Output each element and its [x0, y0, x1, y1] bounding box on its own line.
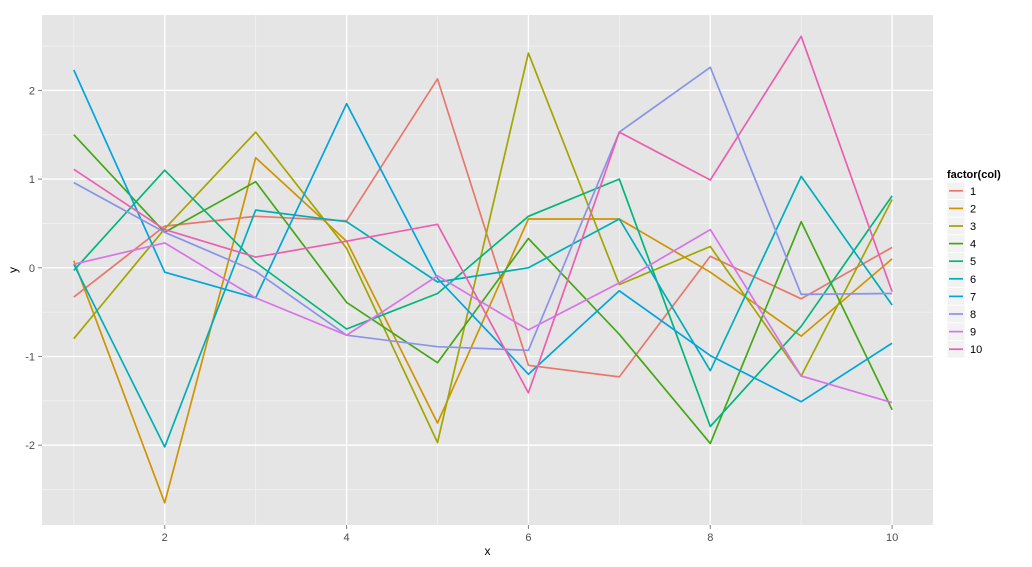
major-gridlines — [42, 15, 933, 525]
series-line-5 — [73, 169, 893, 428]
legend-label: 7 — [970, 291, 976, 303]
y-axis: -2 -1 0 1 2 — [25, 85, 42, 452]
x-tick-label: 10 — [886, 532, 898, 544]
legend-item: 10 — [946, 339, 982, 359]
series-line-1 — [73, 78, 893, 378]
x-tick-label: 8 — [707, 532, 713, 544]
y-tick-label: -2 — [25, 440, 35, 452]
legend-item: 9 — [946, 322, 976, 341]
x-tick-label: 4 — [344, 532, 350, 544]
legend-item: 1 — [946, 181, 976, 201]
legend-label: 1 — [970, 186, 976, 198]
legend-label: 3 — [970, 221, 976, 233]
legend-label: 6 — [970, 274, 976, 286]
series-line-9 — [73, 228, 893, 404]
series-line-6 — [73, 175, 893, 448]
plot-panel — [42, 15, 933, 525]
legend-item: 6 — [946, 269, 976, 289]
legend-item: 2 — [946, 199, 976, 218]
legend-item: 3 — [946, 216, 976, 236]
legend-item: 7 — [946, 287, 976, 306]
legend-title: factor(col) — [947, 169, 1001, 181]
legend: factor(col) 1 2 3 4 5 6 7 8 9 10 — [946, 169, 1001, 359]
series-line-4 — [73, 134, 893, 445]
legend-label: 10 — [970, 344, 982, 356]
y-tick-label: -1 — [25, 351, 35, 363]
y-tick-label: 0 — [29, 263, 35, 275]
legend-item: 4 — [946, 234, 976, 253]
x-axis: 2 4 6 8 10 — [162, 525, 898, 544]
series-line-8 — [73, 66, 893, 352]
legend-item: 8 — [946, 304, 976, 324]
legend-label: 8 — [970, 309, 976, 321]
series-lines — [73, 35, 893, 504]
y-axis-title: y — [6, 267, 20, 273]
legend-label: 4 — [970, 239, 976, 251]
y-tick-label: 1 — [29, 174, 35, 186]
series-line-3 — [73, 52, 893, 444]
legend-item: 5 — [946, 251, 976, 271]
minor-gridlines — [42, 15, 933, 525]
x-axis-title: x — [485, 544, 491, 558]
legend-label: 2 — [970, 203, 976, 215]
legend-label: 9 — [970, 327, 976, 339]
legend-label: 5 — [970, 256, 976, 268]
series-line-10 — [73, 35, 893, 394]
y-tick-label: 2 — [29, 85, 35, 97]
series-line-7 — [73, 69, 893, 403]
x-tick-label: 6 — [525, 532, 531, 544]
x-tick-label: 2 — [162, 532, 168, 544]
